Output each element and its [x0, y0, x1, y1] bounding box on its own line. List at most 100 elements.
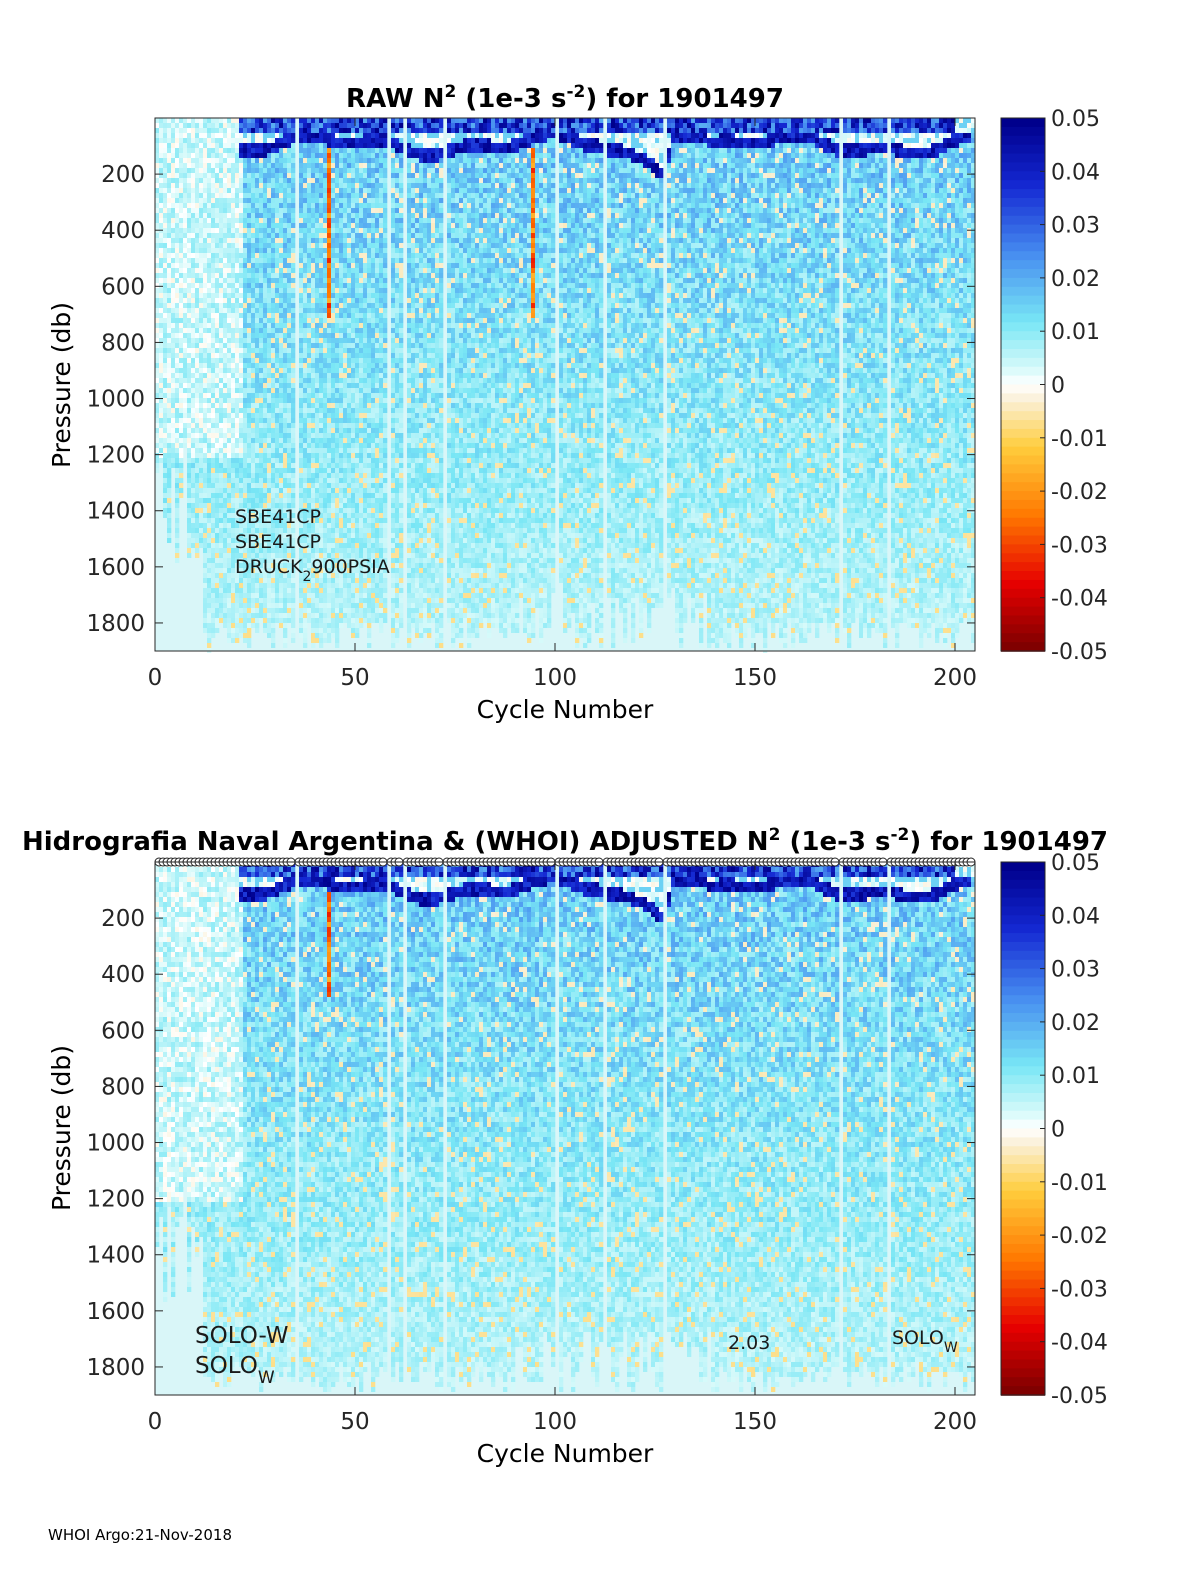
heatmap-cell [215, 493, 220, 498]
heatmap-cell [303, 548, 308, 553]
heatmap-cell [287, 413, 292, 418]
heatmap-cell [271, 468, 276, 473]
heatmap-cell [247, 158, 252, 163]
heatmap-cell [227, 303, 232, 308]
heatmap-cell [327, 128, 332, 133]
heatmap-cell [275, 393, 280, 398]
heatmap-cell [275, 258, 280, 263]
heatmap-cell [255, 193, 260, 198]
heatmap-cell [235, 218, 240, 223]
heatmap-cell [227, 488, 232, 493]
heatmap-cell [327, 273, 332, 278]
heatmap-cell [167, 133, 172, 138]
heatmap-cell [359, 418, 364, 423]
heatmap-cell [239, 498, 244, 503]
heatmap-cell [339, 168, 344, 173]
heatmap-cell [271, 508, 276, 513]
heatmap-cell [339, 363, 344, 368]
heatmap-cell [255, 328, 260, 333]
heatmap-cell [183, 133, 188, 138]
heatmap-cell [279, 438, 284, 443]
heatmap-cell [291, 428, 296, 433]
heatmap-cell [175, 508, 180, 513]
heatmap-cell [267, 523, 272, 528]
heatmap-cell [271, 563, 276, 568]
heatmap-cell [175, 478, 180, 483]
heatmap-cell [159, 313, 164, 318]
heatmap-cell [335, 283, 340, 288]
heatmap-cell [323, 403, 328, 408]
heatmap-cell [259, 193, 264, 198]
heatmap-cell [183, 288, 188, 293]
heatmap-cell [347, 298, 352, 303]
heatmap-cell [171, 223, 176, 228]
heatmap-cell [263, 348, 268, 353]
heatmap-cell [183, 363, 188, 368]
heatmap-cell [175, 403, 180, 408]
heatmap-cell [235, 618, 240, 623]
heatmap-cell [163, 398, 168, 403]
heatmap-cell [311, 203, 316, 208]
heatmap-cell [323, 208, 328, 213]
heatmap-cell [331, 438, 336, 443]
heatmap-cell [247, 273, 252, 278]
heatmap-cell [307, 288, 312, 293]
heatmap-cell [311, 398, 316, 403]
heatmap-cell [283, 223, 288, 228]
heatmap-cell [251, 458, 256, 463]
heatmap-cell [223, 433, 228, 438]
heatmap-cell [311, 238, 316, 243]
heatmap-cell [267, 588, 272, 593]
heatmap-cell [207, 543, 212, 548]
heatmap-cell [359, 173, 364, 178]
heatmap-cell [343, 173, 348, 178]
heatmap-cell [235, 423, 240, 428]
heatmap-cell [323, 308, 328, 313]
heatmap-cell [271, 473, 276, 478]
heatmap-cell [271, 198, 276, 203]
heatmap-cell [347, 293, 352, 298]
heatmap-cell [351, 268, 356, 273]
heatmap-cell [311, 393, 316, 398]
heatmap-cell [287, 408, 292, 413]
heatmap-cell [327, 423, 332, 428]
heatmap-cell [231, 593, 236, 598]
heatmap-cell [303, 428, 308, 433]
heatmap-cell [211, 378, 216, 383]
heatmap-cell [219, 568, 224, 573]
heatmap-cell [271, 533, 276, 538]
heatmap-cell [339, 183, 344, 188]
heatmap-cell [271, 518, 276, 523]
heatmap-cell [251, 528, 256, 533]
heatmap-cell [315, 453, 320, 458]
heatmap-cell [167, 283, 172, 288]
heatmap-cell [263, 478, 268, 483]
heatmap-cell [227, 628, 232, 633]
heatmap-cell [315, 138, 320, 143]
heatmap-cell [291, 213, 296, 218]
heatmap-cell [191, 483, 196, 488]
heatmap-cell [227, 603, 232, 608]
heatmap-cell [219, 433, 224, 438]
heatmap-cell [323, 383, 328, 388]
heatmap-cell [347, 303, 352, 308]
heatmap-cell [355, 403, 360, 408]
heatmap-cell [303, 563, 308, 568]
heatmap-cell [319, 133, 324, 138]
heatmap-cell [159, 288, 164, 293]
heatmap-cell [195, 278, 200, 283]
heatmap-cell [331, 363, 336, 368]
heatmap-cell [299, 548, 304, 553]
heatmap-cell [343, 318, 348, 323]
heatmap-cell [223, 553, 228, 558]
heatmap-cell [311, 533, 316, 538]
heatmap-cell [279, 193, 284, 198]
heatmap-cell [235, 633, 240, 638]
heatmap-cell [243, 308, 248, 313]
heatmap-cell [219, 418, 224, 423]
heatmap-cell [303, 358, 308, 363]
heatmap-cell [299, 568, 304, 573]
heatmap-cell [243, 378, 248, 383]
heatmap-cell [183, 198, 188, 203]
heatmap-cell [347, 268, 352, 273]
